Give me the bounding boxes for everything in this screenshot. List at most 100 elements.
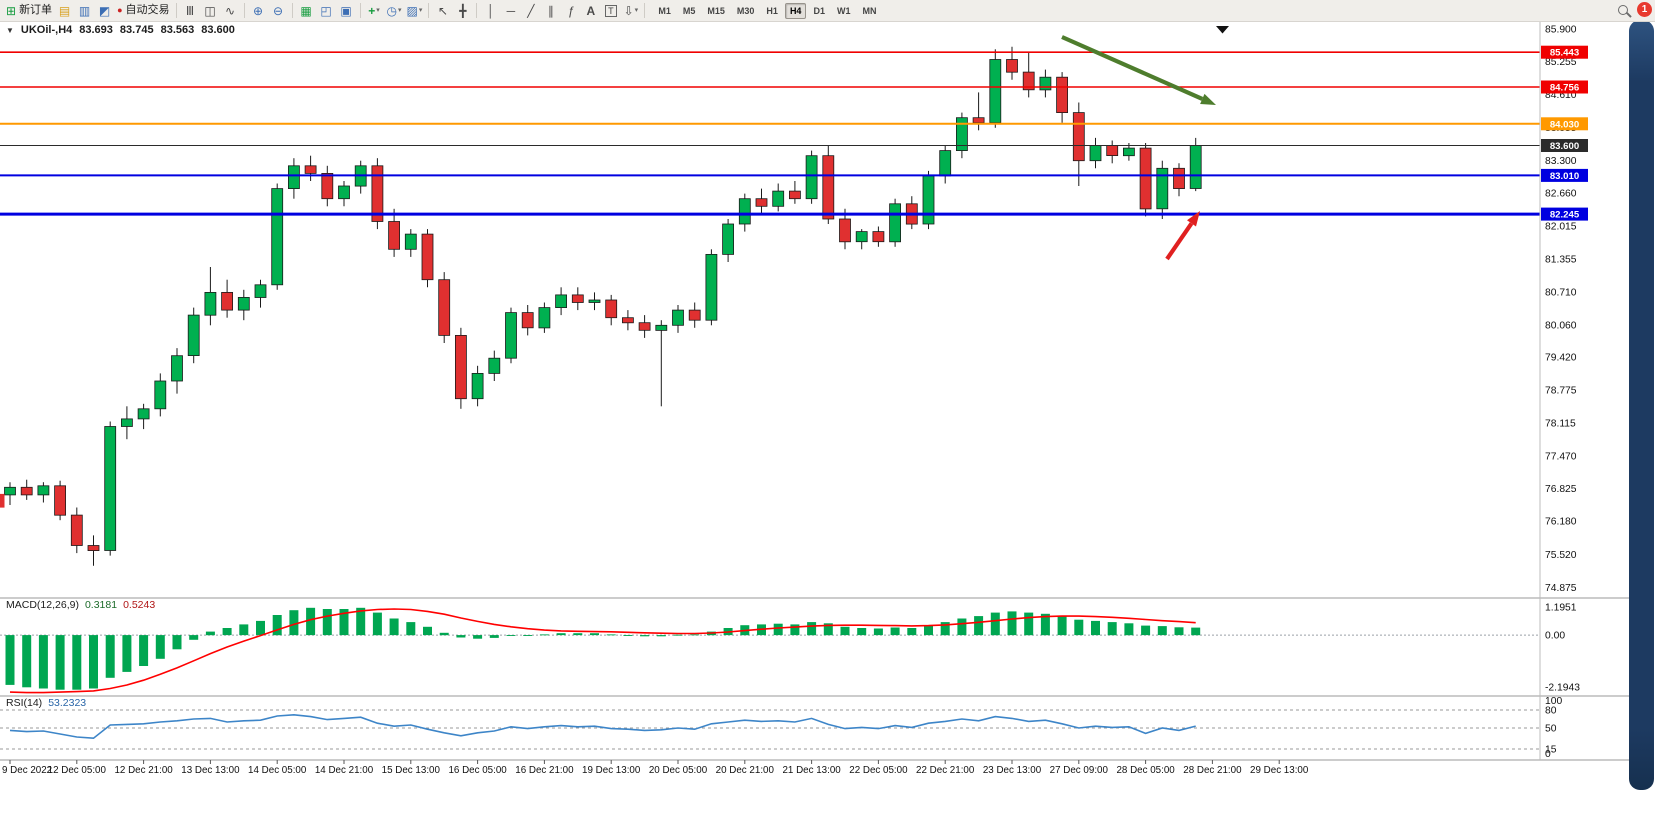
separator: [644, 3, 646, 18]
bar-chart-icon[interactable]: Ⅲ: [185, 3, 195, 18]
separator: [243, 3, 245, 18]
timeframe-m15[interactable]: M15: [707, 5, 725, 16]
svg-text:15: 15: [1545, 745, 1557, 756]
timeframe-m30[interactable]: M30: [736, 5, 755, 16]
svg-text:74.875: 74.875: [1545, 583, 1577, 594]
svg-text:22 Dec 21:00: 22 Dec 21:00: [916, 765, 975, 776]
navigator-icon[interactable]: ◩: [98, 3, 111, 18]
svg-text:83.600: 83.600: [1550, 141, 1579, 152]
timeframe-d1[interactable]: D1: [813, 5, 825, 16]
svg-text:12 Dec 21:00: 12 Dec 21:00: [114, 765, 173, 776]
svg-text:100: 100: [1545, 696, 1562, 707]
svg-text:21 Dec 13:00: 21 Dec 13:00: [782, 765, 841, 776]
svg-text:78.775: 78.775: [1545, 385, 1577, 396]
svg-text:23 Dec 13:00: 23 Dec 13:00: [983, 765, 1042, 776]
zoom-out-icon[interactable]: ⊖: [272, 3, 284, 18]
separator: [476, 3, 478, 18]
chevron-down-icon: ▾: [634, 7, 639, 14]
timeframe-m5[interactable]: M5: [682, 5, 696, 16]
svg-text:80.710: 80.710: [1545, 287, 1577, 298]
svg-text:0.00: 0.00: [1545, 631, 1565, 642]
clock-icon: ◷: [386, 3, 397, 18]
svg-text:84.756: 84.756: [1550, 83, 1579, 94]
svg-text:83.010: 83.010: [1550, 171, 1579, 182]
label-tool-button[interactable]: T: [601, 1, 620, 21]
channel-tool-icon[interactable]: ∥: [547, 3, 554, 18]
separator: [359, 3, 361, 18]
vertical-line-tool-icon[interactable]: │: [487, 3, 495, 18]
svg-text:85.443: 85.443: [1550, 48, 1579, 59]
autotrading-button[interactable]: ● 自动交易: [115, 1, 171, 21]
autotrading-icon: ●: [117, 5, 123, 15]
rsi-name: RSI(14): [6, 697, 43, 709]
svg-text:1.1951: 1.1951: [1545, 602, 1577, 613]
timeframe-w1[interactable]: W1: [836, 5, 851, 16]
new-order-label: 新订单: [19, 4, 53, 16]
svg-text:19 Dec 13:00: 19 Dec 13:00: [582, 765, 641, 776]
arrows-tool-icon: ⇩: [623, 3, 634, 18]
svg-text:13 Dec 13:00: 13 Dec 13:00: [181, 765, 240, 776]
right-side-panel[interactable]: [1629, 20, 1654, 790]
ohlc-high: 83.745: [119, 24, 154, 36]
ohlc-close: 83.600: [201, 24, 235, 36]
ohlc-low: 83.563: [160, 24, 195, 36]
trendline-tool-icon[interactable]: ╱: [527, 3, 535, 18]
svg-text:14 Dec 21:00: 14 Dec 21:00: [315, 765, 374, 776]
symbol-dropdown-icon[interactable]: ▼: [6, 25, 14, 35]
new-order-button[interactable]: ⊞ 新订单: [4, 1, 54, 21]
fibonacci-tool-icon[interactable]: ƒ: [567, 3, 575, 18]
svg-text:79.420: 79.420: [1545, 353, 1577, 364]
svg-text:76.825: 76.825: [1545, 484, 1577, 495]
candlestick-chart-icon[interactable]: ◫: [204, 3, 216, 18]
notification-badge[interactable]: 1: [1637, 2, 1652, 17]
svg-text:20 Dec 21:00: 20 Dec 21:00: [716, 765, 775, 776]
profiles-icon[interactable]: ▤: [58, 3, 71, 18]
tile-windows-icon[interactable]: ▦: [300, 3, 312, 18]
indicators-button[interactable]: + ▾: [365, 1, 384, 21]
shapes-button[interactable]: ⇩ ▾: [621, 1, 640, 21]
symbol-name: UKOil-,H4: [20, 24, 73, 36]
timeframe-h1[interactable]: H1: [766, 5, 778, 16]
rsi-indicator-label: RSI(14) 53.2323: [6, 697, 86, 709]
svg-text:83.300: 83.300: [1545, 156, 1577, 167]
search-icon[interactable]: [1618, 4, 1628, 15]
svg-text:16 Dec 05:00: 16 Dec 05:00: [448, 765, 507, 776]
svg-text:0: 0: [1545, 749, 1551, 760]
svg-text:27 Dec 09:00: 27 Dec 09:00: [1050, 765, 1109, 776]
svg-text:22 Dec 05:00: 22 Dec 05:00: [849, 765, 908, 776]
label-tool-icon: T: [605, 4, 617, 17]
zoom-in-icon[interactable]: ⊕: [252, 3, 264, 18]
market-watch-icon[interactable]: ▥: [78, 3, 91, 18]
svg-text:85.255: 85.255: [1545, 57, 1577, 68]
text-tool-icon[interactable]: A: [586, 3, 596, 18]
cursor-icon[interactable]: ↖: [437, 3, 448, 18]
timeframe-mn[interactable]: MN: [862, 5, 877, 16]
svg-text:82.245: 82.245: [1550, 210, 1580, 221]
periods-button[interactable]: ◷ ▾: [385, 1, 404, 21]
svg-text:29 Dec 13:00: 29 Dec 13:00: [1250, 765, 1309, 776]
autotrading-label: 自动交易: [125, 4, 170, 16]
svg-text:16 Dec 21:00: 16 Dec 21:00: [515, 765, 574, 776]
macd-name: MACD(12,26,9): [6, 599, 79, 611]
svg-text:12 Dec 05:00: 12 Dec 05:00: [48, 765, 107, 776]
templates-button[interactable]: ▨ ▾: [405, 1, 425, 21]
arrange-windows-icon[interactable]: ◰: [320, 3, 332, 18]
svg-text:78.115: 78.115: [1545, 419, 1576, 430]
timeframe-h4[interactable]: H4: [784, 2, 807, 19]
chevron-down-icon: ▾: [418, 7, 423, 14]
svg-text:75.520: 75.520: [1545, 550, 1577, 561]
svg-text:85.900: 85.900: [1545, 25, 1577, 36]
new-order-icon: ⊞: [6, 3, 17, 18]
svg-text:9 Dec 2022: 9 Dec 2022: [2, 765, 52, 776]
timeframe-buttons: M1 M5 M15 M30 H1 H4 D1 W1 MN: [653, 2, 881, 19]
svg-text:84.610: 84.610: [1545, 90, 1577, 101]
svg-text:-2.1943: -2.1943: [1545, 683, 1580, 694]
timeframe-m1[interactable]: M1: [658, 5, 671, 16]
svg-text:81.355: 81.355: [1545, 255, 1577, 266]
horizontal-line-tool-icon[interactable]: ─: [506, 3, 516, 18]
line-chart-icon[interactable]: ∿: [224, 3, 236, 18]
svg-text:82.660: 82.660: [1545, 189, 1577, 200]
crosshair-icon[interactable]: ╋: [459, 3, 467, 18]
cascade-windows-icon[interactable]: ▣: [340, 3, 352, 18]
svg-text:15 Dec 13:00: 15 Dec 13:00: [382, 765, 441, 776]
